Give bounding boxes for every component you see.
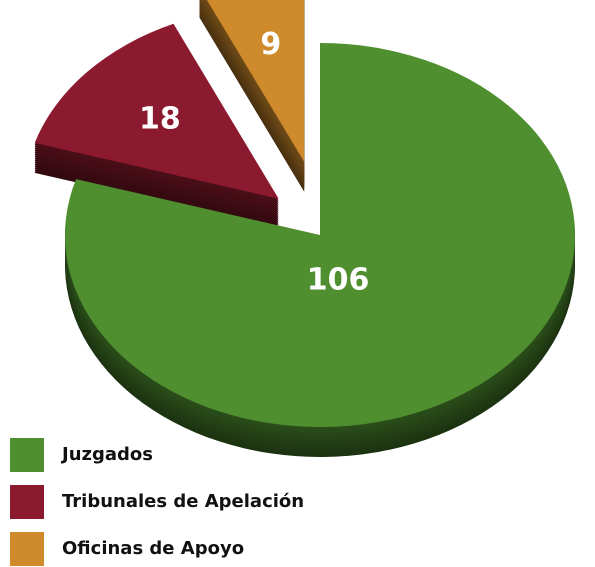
- legend-label: Juzgados: [60, 444, 153, 465]
- value-label: 106: [307, 263, 370, 298]
- legend-swatch: [10, 438, 44, 472]
- value-label: 18: [139, 102, 181, 137]
- legend-label: Tribunales de Apelación: [62, 491, 304, 512]
- legend-swatch: [10, 485, 44, 519]
- slice: [34, 23, 279, 199]
- legend-swatch: [10, 532, 44, 566]
- slice: [64, 43, 576, 427]
- legend-label: Oficinas de Apoyo: [62, 538, 244, 559]
- value-label: 9: [260, 27, 281, 62]
- slice: [206, 0, 305, 162]
